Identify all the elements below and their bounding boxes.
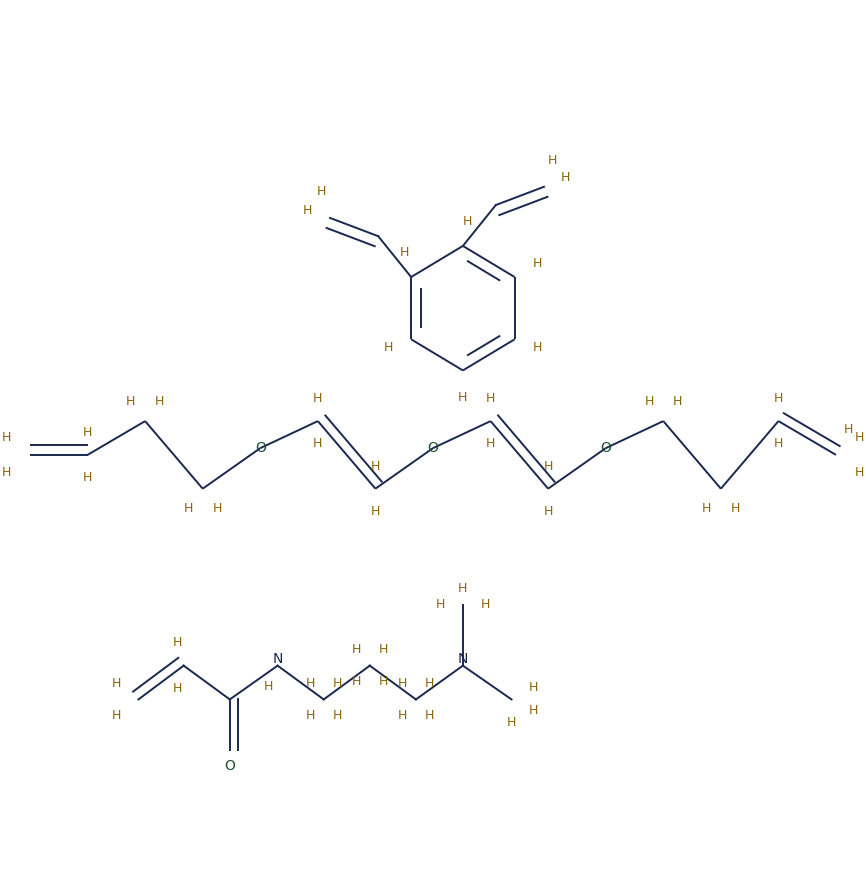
Text: H: H: [313, 437, 322, 450]
Text: H: H: [486, 392, 495, 405]
Text: H: H: [126, 394, 135, 408]
Text: H: H: [83, 426, 93, 439]
Text: H: H: [112, 709, 121, 723]
Text: H: H: [544, 505, 553, 517]
Text: H: H: [856, 431, 864, 444]
Text: H: H: [2, 431, 10, 444]
Text: H: H: [212, 502, 222, 515]
Text: H: H: [303, 204, 313, 218]
Text: H: H: [773, 392, 783, 405]
Text: H: H: [424, 709, 434, 723]
Text: H: H: [83, 471, 93, 483]
Text: H: H: [529, 705, 539, 717]
Text: H: H: [486, 437, 495, 450]
Text: H: H: [529, 681, 539, 694]
Text: H: H: [533, 257, 542, 270]
Text: H: H: [548, 153, 557, 167]
Text: N: N: [458, 651, 468, 665]
Text: H: H: [155, 394, 165, 408]
Text: H: H: [384, 341, 393, 354]
Text: H: H: [544, 459, 553, 473]
Text: H: H: [856, 466, 864, 479]
Text: H: H: [313, 392, 322, 405]
Text: H: H: [317, 185, 326, 198]
Text: H: H: [184, 502, 193, 515]
Text: H: H: [533, 341, 542, 354]
Text: H: H: [172, 636, 182, 649]
Text: H: H: [773, 437, 783, 450]
Text: H: H: [673, 394, 682, 408]
Text: O: O: [600, 442, 611, 455]
Text: H: H: [306, 677, 315, 690]
Text: H: H: [397, 677, 407, 690]
Text: N: N: [273, 651, 283, 665]
Text: H: H: [371, 505, 380, 517]
Text: O: O: [255, 442, 266, 455]
Text: H: H: [560, 171, 570, 185]
Text: H: H: [333, 709, 342, 723]
Text: H: H: [352, 675, 361, 689]
Text: H: H: [481, 599, 490, 611]
Text: H: H: [458, 582, 468, 595]
Text: H: H: [701, 502, 711, 515]
Text: H: H: [397, 709, 407, 723]
Text: H: H: [112, 677, 121, 690]
Text: H: H: [264, 680, 274, 693]
Text: H: H: [644, 394, 654, 408]
Text: H: H: [333, 677, 342, 690]
Text: H: H: [462, 215, 472, 227]
Text: H: H: [352, 643, 361, 656]
Text: H: H: [436, 599, 445, 611]
Text: H: H: [172, 682, 182, 695]
Text: H: H: [378, 675, 388, 689]
Text: H: H: [399, 245, 409, 259]
Text: H: H: [507, 716, 516, 729]
Text: H: H: [458, 391, 468, 403]
Text: H: H: [306, 709, 315, 723]
Text: H: H: [2, 466, 10, 479]
Text: H: H: [378, 643, 388, 656]
Text: H: H: [731, 502, 740, 515]
Text: H: H: [424, 677, 434, 690]
Text: H: H: [371, 459, 380, 473]
Text: H: H: [843, 424, 853, 436]
Text: O: O: [428, 442, 438, 455]
Text: O: O: [224, 759, 236, 773]
